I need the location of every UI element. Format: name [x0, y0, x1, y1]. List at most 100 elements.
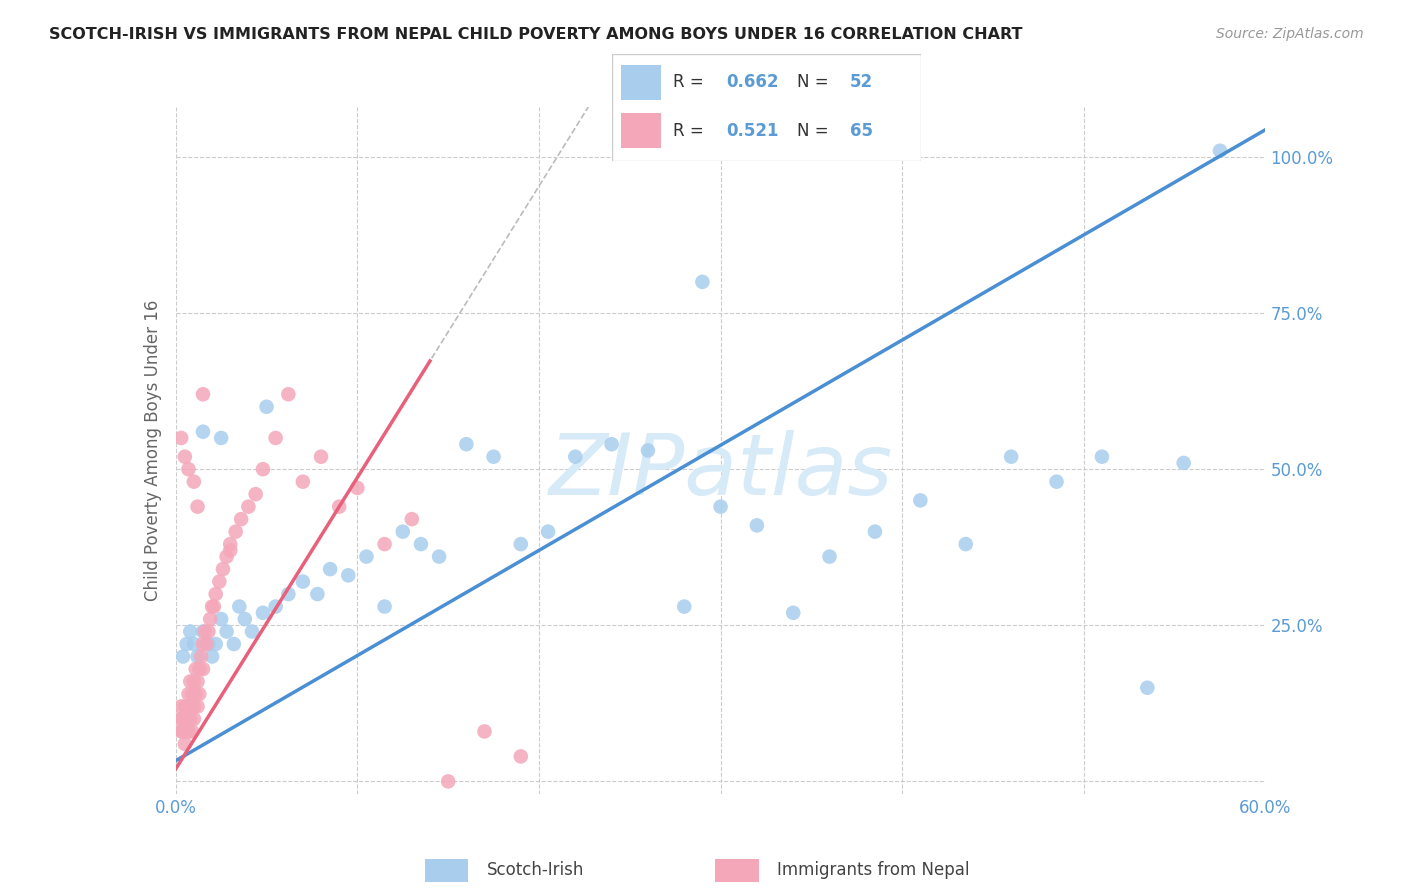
Point: [169, 712, 191, 726]
Point: [1045, 475, 1067, 489]
Point: [309, 450, 332, 464]
Point: [172, 649, 194, 664]
Text: N =: N =: [797, 73, 834, 91]
Point: [170, 724, 193, 739]
Point: [173, 737, 195, 751]
Point: [186, 649, 209, 664]
Point: [183, 712, 205, 726]
Point: [194, 624, 217, 639]
Point: [177, 724, 200, 739]
Point: [208, 574, 231, 589]
Point: [176, 712, 198, 726]
Text: Source: ZipAtlas.com: Source: ZipAtlas.com: [1216, 27, 1364, 41]
Point: [1091, 450, 1114, 464]
Point: [910, 493, 932, 508]
Point: [264, 431, 287, 445]
Point: [173, 724, 195, 739]
Point: [692, 275, 714, 289]
Point: [474, 724, 496, 739]
Point: [409, 537, 432, 551]
Text: 0.662: 0.662: [725, 73, 779, 91]
Point: [955, 537, 977, 551]
Point: [177, 462, 200, 476]
Point: [191, 624, 214, 639]
Text: Immigrants from Nepal: Immigrants from Nepal: [778, 861, 970, 879]
Point: [173, 699, 195, 714]
Point: [184, 687, 207, 701]
Point: [183, 637, 205, 651]
Point: [256, 400, 278, 414]
Point: [200, 612, 222, 626]
Point: [346, 481, 368, 495]
Point: [197, 624, 219, 639]
Point: [401, 512, 423, 526]
Point: [233, 612, 256, 626]
Point: [186, 699, 209, 714]
Point: [509, 749, 531, 764]
Point: [186, 500, 209, 514]
Point: [219, 537, 242, 551]
Point: [782, 606, 804, 620]
Point: [537, 524, 560, 539]
Point: [186, 674, 209, 689]
Point: [482, 450, 505, 464]
Point: [509, 537, 531, 551]
Point: [745, 518, 768, 533]
Point: [427, 549, 450, 564]
Point: [307, 587, 329, 601]
Point: [201, 649, 224, 664]
Point: [637, 443, 659, 458]
Point: [245, 487, 267, 501]
Text: ZIPatlas: ZIPatlas: [548, 430, 893, 513]
Point: [228, 599, 250, 614]
FancyBboxPatch shape: [425, 859, 468, 882]
Point: [179, 674, 201, 689]
Point: [1209, 144, 1232, 158]
Point: [188, 662, 211, 676]
Point: [173, 450, 195, 464]
Text: R =: R =: [673, 121, 710, 139]
Text: N =: N =: [797, 121, 834, 139]
Point: [252, 606, 274, 620]
Point: [264, 599, 287, 614]
Point: [600, 437, 623, 451]
Point: [201, 599, 224, 614]
Point: [328, 500, 350, 514]
Point: [183, 475, 205, 489]
Point: [1136, 681, 1159, 695]
Point: [710, 500, 733, 514]
Text: SCOTCH-IRISH VS IMMIGRANTS FROM NEPAL CHILD POVERTY AMONG BOYS UNDER 16 CORRELAT: SCOTCH-IRISH VS IMMIGRANTS FROM NEPAL CH…: [49, 27, 1022, 42]
Point: [181, 687, 204, 701]
Point: [170, 431, 193, 445]
Point: [202, 599, 225, 614]
Point: [188, 687, 211, 701]
Point: [291, 475, 314, 489]
Point: [1173, 456, 1195, 470]
Point: [176, 724, 198, 739]
Text: 0.521: 0.521: [725, 121, 779, 139]
Point: [212, 562, 235, 576]
Point: [170, 699, 193, 714]
Point: [172, 724, 194, 739]
Point: [374, 599, 396, 614]
Point: [337, 568, 360, 582]
Point: [219, 543, 242, 558]
Point: [564, 450, 586, 464]
Text: Scotch-Irish: Scotch-Irish: [486, 861, 583, 879]
Point: [225, 524, 247, 539]
Point: [179, 699, 201, 714]
Point: [191, 662, 214, 676]
Text: 65: 65: [849, 121, 873, 139]
Point: [179, 624, 201, 639]
Point: [238, 500, 260, 514]
Y-axis label: Child Poverty Among Boys Under 16: Child Poverty Among Boys Under 16: [143, 300, 162, 601]
Point: [191, 637, 214, 651]
FancyBboxPatch shape: [621, 65, 661, 100]
Point: [437, 774, 460, 789]
Point: [215, 549, 238, 564]
Point: [863, 524, 886, 539]
FancyBboxPatch shape: [621, 113, 661, 148]
Point: [818, 549, 841, 564]
Point: [172, 712, 194, 726]
Text: R =: R =: [673, 73, 710, 91]
